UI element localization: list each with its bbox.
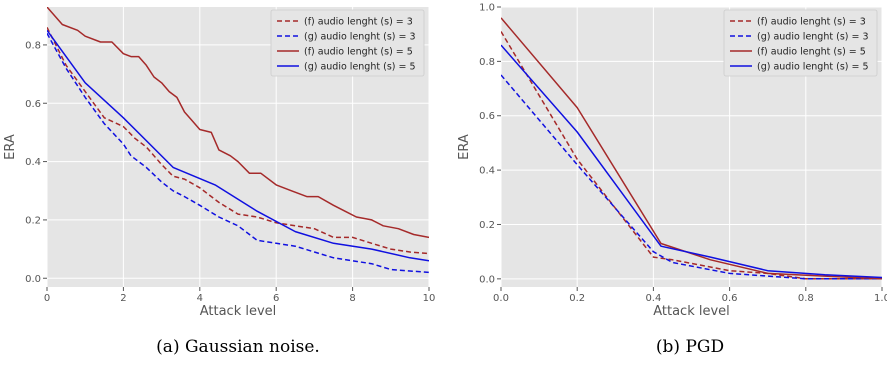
x-axis-label: Attack level	[653, 304, 730, 319]
legend-label: (g) audio lenght (s) = 3	[304, 32, 416, 43]
y-tick-label: 0.6	[25, 99, 41, 110]
legend-box	[723, 9, 878, 77]
legend-label: (f) audio lenght (s) = 5	[757, 47, 866, 58]
x-tick-label: 8	[349, 293, 355, 304]
legend-box	[270, 9, 425, 77]
y-tick-label: 0.4	[25, 157, 41, 168]
x-tick-label: 0	[44, 293, 50, 304]
x-tick-label: 0.2	[569, 293, 585, 304]
caption-b: (b) PGD	[655, 337, 725, 357]
series-line-2	[501, 74, 882, 280]
legend-label: (g) audio lenght (s) = 3	[757, 32, 869, 43]
caption-a: (a) Gaussian noise.	[156, 337, 320, 357]
y-axis-label: ERA	[457, 134, 472, 160]
x-tick-label: 6	[273, 293, 279, 304]
x-tick-label: 1.0	[874, 293, 887, 304]
chart-panel-1: 0 2 4 6 8 10 0.0 0.2 0.4 0.6 0.8 Attack level ERA (f)…	[3, 7, 435, 319]
series-line-3	[47, 7, 429, 239]
series-line-1	[47, 27, 429, 255]
series-line-4	[501, 44, 882, 279]
series-line-1	[501, 31, 882, 280]
y-tick-label: 0.8	[25, 40, 41, 51]
legend-label: (g) audio lenght (s) = 5	[757, 62, 869, 73]
y-tick-label: 0.4	[479, 166, 495, 177]
x-tick-label: 4	[197, 293, 203, 304]
legend-label: (g) audio lenght (s) = 5	[304, 62, 416, 73]
y-tick-label: 0.8	[479, 57, 495, 68]
x-tick-label: 10	[423, 293, 436, 304]
y-tick-label: 0.0	[479, 274, 495, 285]
series-line-3	[501, 17, 882, 280]
x-axis-label: Attack level	[200, 304, 277, 319]
chart-panel-2: 0.0 0.2 0.4 0.6 0.8 1.0 0.0 0.2 0.4 0.6 0.8 1.0 Atta…	[457, 3, 887, 320]
x-tick-label: 0.4	[645, 293, 661, 304]
legend-label: (f) audio lenght (s) = 3	[757, 17, 866, 28]
legend-label: (f) audio lenght (s) = 5	[304, 47, 413, 58]
legend-label: (f) audio lenght (s) = 3	[304, 17, 413, 28]
x-tick-label: 0.0	[493, 293, 509, 304]
series-line-4	[47, 29, 429, 262]
y-axis-label: ERA	[3, 134, 18, 160]
y-tick-label: 1.0	[479, 3, 495, 14]
x-tick-label: 0.6	[722, 293, 738, 304]
y-tick-label: 0.6	[479, 111, 495, 122]
x-tick-label: 0.8	[798, 293, 814, 304]
series-line-2	[47, 32, 429, 274]
y-tick-label: 0.2	[479, 220, 495, 231]
y-tick-label: 0.2	[25, 215, 41, 226]
x-tick-label: 2	[120, 293, 126, 304]
y-tick-label: 0.0	[25, 274, 41, 285]
